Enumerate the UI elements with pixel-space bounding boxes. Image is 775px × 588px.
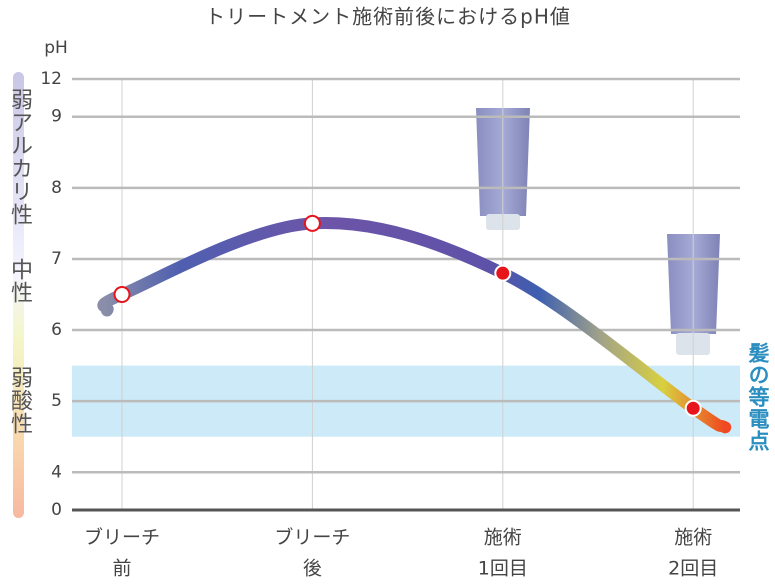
scale-label: 弱酸性 [7, 366, 33, 435]
x-tick-label: 2回目 [668, 558, 718, 580]
scale-label: 中性 [7, 258, 33, 304]
y-tick-label: 7 [51, 249, 62, 269]
point-marker [494, 264, 512, 282]
point-marker [113, 286, 131, 303]
ph-scale-bar [13, 72, 24, 518]
scale-label: 弱アルカリ性 [7, 88, 33, 226]
chart-title: トリートメント施術前後におけるpH値 [205, 5, 571, 29]
x-tick-label: ブリーチ [274, 526, 350, 549]
point-marker [684, 399, 702, 417]
x-tick-label: ブリーチ [84, 526, 160, 549]
y-tick-label: 9 [51, 107, 62, 127]
line [116, 217, 700, 415]
line-tail [97, 288, 732, 434]
y-tick-label: 8 [51, 178, 62, 198]
x-tick-label: 施術 [674, 527, 712, 549]
x-tick-label: 後 [303, 558, 322, 580]
x-tick-label: 施術 [484, 527, 522, 549]
product-tube [476, 108, 720, 355]
y-tick-label: 12 [40, 69, 62, 89]
x-tick-label: 1回目 [478, 558, 528, 580]
y-tick-label: 5 [51, 391, 62, 411]
band-label: 髪の等電点 [746, 342, 771, 452]
point-marker [303, 214, 321, 232]
y-tick-label: 6 [51, 320, 62, 340]
y-tick-label: 4 [51, 462, 62, 482]
y-axis-label: pH [44, 38, 68, 58]
y-tick-label: 0 [51, 500, 62, 520]
x-tick-label: 前 [112, 558, 131, 580]
